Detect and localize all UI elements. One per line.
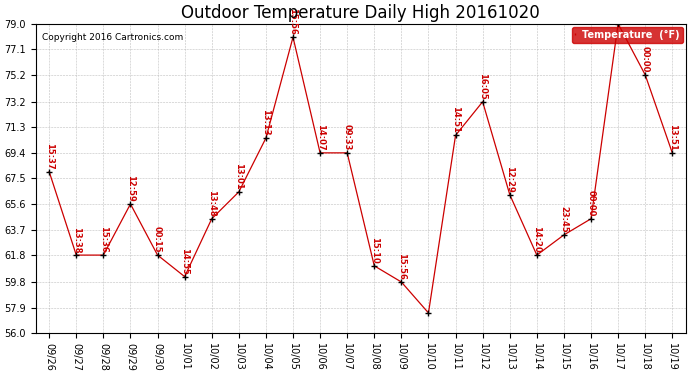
Text: 15:36: 15:36	[99, 226, 108, 253]
Text: 13:01: 13:01	[235, 163, 244, 190]
Text: 00:00: 00:00	[641, 46, 650, 73]
Text: 09:33: 09:33	[343, 124, 352, 151]
Text: 16:05: 16:05	[478, 73, 487, 100]
Text: 13:13: 13:13	[262, 110, 270, 136]
Text: 15:56: 15:56	[288, 8, 297, 35]
Text: 14:20: 14:20	[532, 226, 542, 253]
Text: 13:51: 13:51	[668, 124, 677, 151]
Text: 14:51: 14:51	[451, 106, 460, 134]
Text: 12:29: 12:29	[505, 166, 514, 192]
Text: 23:45: 23:45	[560, 206, 569, 233]
Text: 14:55: 14:55	[180, 248, 189, 274]
Title: Outdoor Temperature Daily High 20161020: Outdoor Temperature Daily High 20161020	[181, 4, 540, 22]
Text: 00:00: 00:00	[586, 190, 595, 217]
Text: 13:48: 13:48	[207, 190, 216, 217]
Legend: Temperature  (°F): Temperature (°F)	[572, 27, 683, 42]
Text: Copyright 2016 Cartronics.com: Copyright 2016 Cartronics.com	[42, 33, 184, 42]
Text: 15:56: 15:56	[397, 253, 406, 280]
Text: 15:10: 15:10	[370, 237, 379, 264]
Text: 00:15: 00:15	[153, 226, 162, 253]
Text: 13:38: 13:38	[72, 226, 81, 253]
Text: 14:07: 14:07	[315, 124, 324, 151]
Text: 15:37: 15:37	[45, 143, 54, 170]
Text: 12:59: 12:59	[126, 175, 135, 202]
